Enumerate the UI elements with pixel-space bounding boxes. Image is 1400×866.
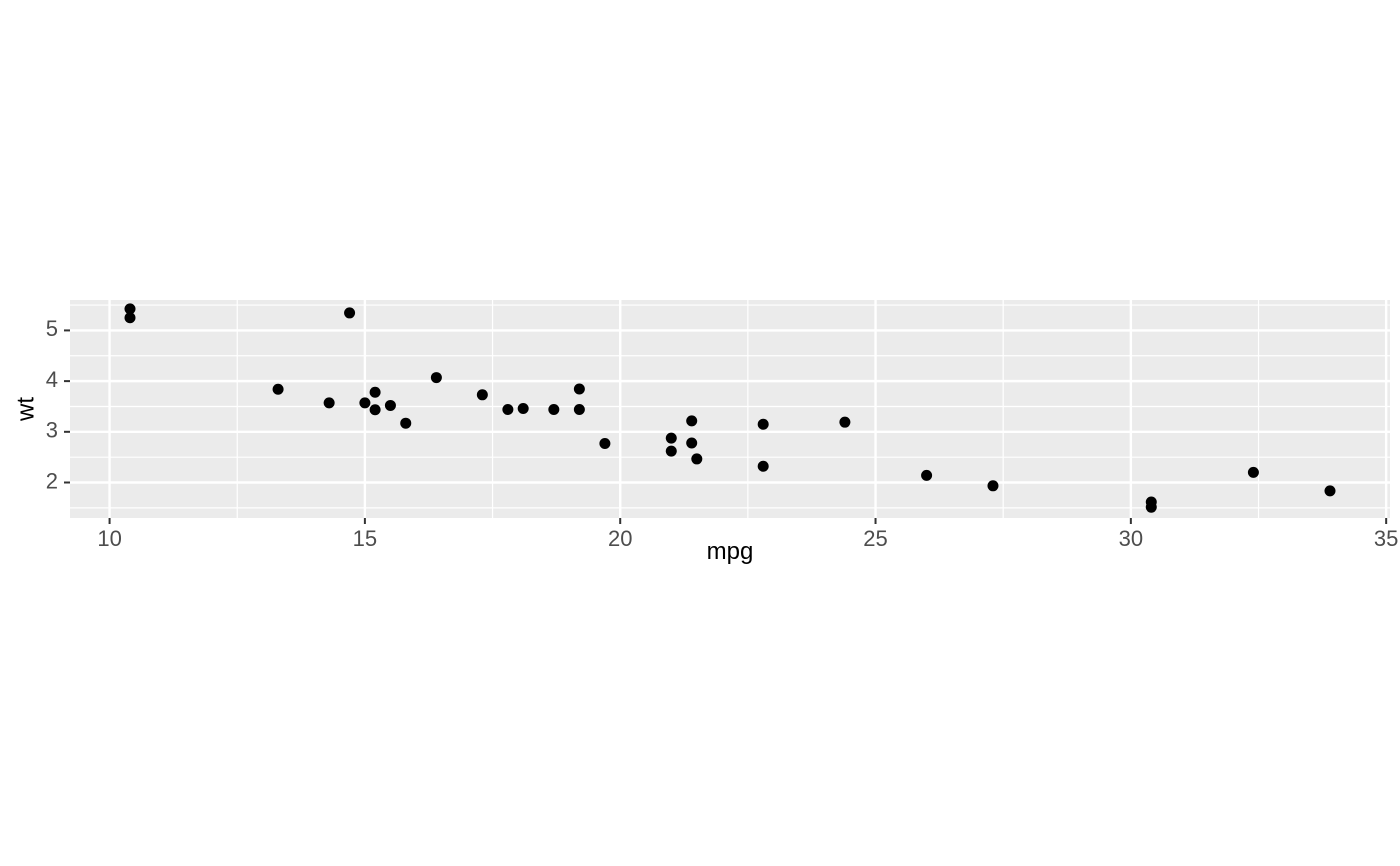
data-point xyxy=(987,480,999,492)
x-axis-title: mpg xyxy=(707,538,754,565)
data-point xyxy=(686,415,698,427)
x-tick-label: 20 xyxy=(608,526,632,551)
x-tick-label: 15 xyxy=(353,526,377,551)
data-point xyxy=(1247,466,1259,478)
major-gridlines xyxy=(70,300,1390,518)
y-tick-label: 3 xyxy=(46,418,58,443)
data-point xyxy=(124,312,136,324)
data-point xyxy=(599,437,611,449)
y-tick-label: 4 xyxy=(46,367,58,392)
x-axis: 10 15 20 25 30 35 xyxy=(97,518,1398,551)
x-tick-label: 25 xyxy=(863,526,887,551)
data-point xyxy=(359,397,371,409)
data-point xyxy=(517,402,529,414)
data-point xyxy=(665,445,677,457)
data-point xyxy=(921,469,933,481)
y-axis-title: wt xyxy=(12,397,39,422)
x-tick-label: 35 xyxy=(1374,526,1398,551)
data-point xyxy=(1145,501,1157,513)
data-point xyxy=(369,404,381,416)
data-point xyxy=(665,432,677,444)
data-points xyxy=(124,303,1336,513)
data-point xyxy=(384,399,396,411)
data-point xyxy=(1324,485,1336,497)
data-point xyxy=(502,404,514,416)
minor-gridlines xyxy=(70,300,1390,518)
data-point xyxy=(323,397,335,409)
data-point xyxy=(476,389,488,401)
data-point xyxy=(573,383,585,395)
data-point xyxy=(548,404,560,416)
data-point xyxy=(686,437,698,449)
data-point xyxy=(573,404,585,416)
plot-panel xyxy=(70,300,1390,518)
y-tick-label: 2 xyxy=(46,468,58,493)
data-point xyxy=(757,418,769,430)
data-point xyxy=(272,383,284,395)
data-point xyxy=(400,417,412,429)
data-point xyxy=(344,307,356,319)
x-tick-label: 30 xyxy=(1119,526,1143,551)
data-point xyxy=(691,453,703,465)
data-point xyxy=(839,416,851,428)
data-point xyxy=(430,372,442,384)
y-axis: 2 3 4 5 xyxy=(46,316,70,493)
y-tick-label: 5 xyxy=(46,316,58,341)
x-tick-label: 10 xyxy=(97,526,121,551)
data-point xyxy=(757,460,769,472)
data-point xyxy=(124,303,136,315)
data-point xyxy=(369,386,381,398)
